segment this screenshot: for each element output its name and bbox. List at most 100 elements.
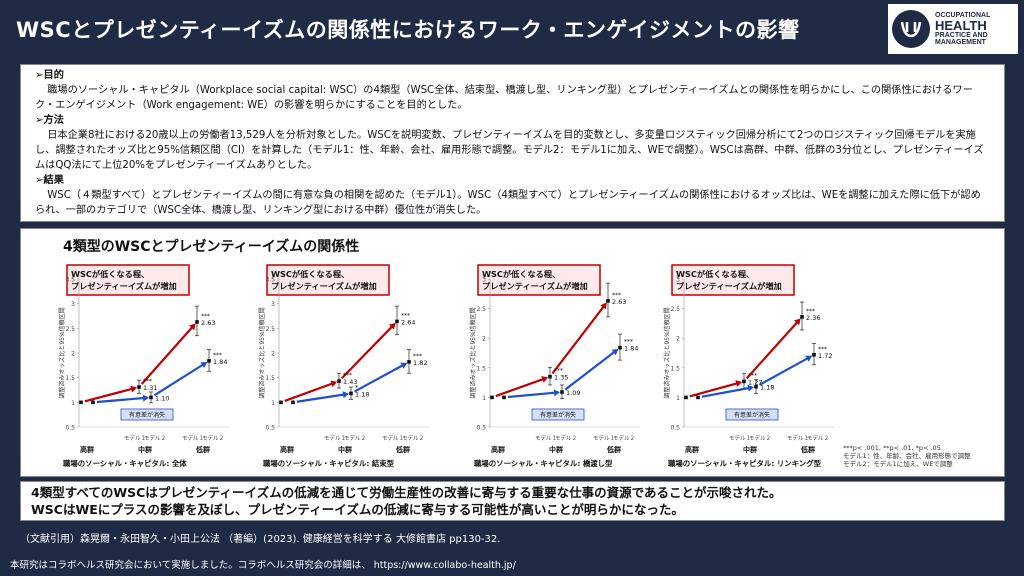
series-arrowhead xyxy=(553,389,561,397)
y-tick-label: 2 xyxy=(482,336,486,343)
y-tick-label: 3.5 xyxy=(65,277,75,284)
data-label: 1.18 xyxy=(760,384,774,392)
significance-mark: *** xyxy=(748,372,757,379)
x-axis-label: 職場のソーシャル・キャピタル: 橋渡し型 xyxy=(474,459,613,468)
y-tick-label: 0.5 xyxy=(65,425,75,432)
conclusion-box: 4類型すべてのWSCはプレゼンティーイズムの低減を通じて労働生産性の改善に寄与す… xyxy=(20,481,1005,521)
x-axis-label: 職場のソーシャル・キャピタル: リンキング型 xyxy=(668,459,822,468)
data-point xyxy=(279,400,283,405)
model-label: モデル１ xyxy=(182,434,204,442)
model-label: モデル２ xyxy=(402,434,424,442)
data-point xyxy=(560,390,564,394)
y-tick-label: 3.5 xyxy=(265,277,275,284)
y-tick-label: 1 xyxy=(676,395,680,402)
callout-text: WSCが低くなる程、 xyxy=(482,269,560,279)
y-axis-label: 調整済みオッズ比と95%信頼区間 xyxy=(258,307,266,398)
category-label: 低群 xyxy=(195,445,210,454)
y-tick-label: 3 xyxy=(482,277,486,284)
series-line-segment xyxy=(340,325,393,380)
charts-title: 4類型のWSCとプレゼンティーイズムの関係性 xyxy=(63,239,360,255)
y-tick-label: 0.5 xyxy=(265,425,275,432)
data-point xyxy=(291,400,295,405)
category-label: 低群 xyxy=(800,445,815,454)
method-text: 日本企業8社における20歳以上の労働者13,529人を分析対象とした。WSCを説… xyxy=(35,130,984,171)
series-arrowhead xyxy=(342,391,350,399)
series-arrowhead xyxy=(611,348,619,356)
callout-box xyxy=(66,264,190,296)
model-label: モデル２ xyxy=(613,434,635,442)
series-arrowhead xyxy=(200,361,208,369)
data-point xyxy=(696,395,700,400)
data-point xyxy=(207,359,211,363)
series-line-segment xyxy=(564,351,616,391)
logo-line4: MANAGEMENT xyxy=(935,39,986,46)
data-point xyxy=(490,395,494,400)
data-point xyxy=(684,395,688,400)
footnote-model2: モデル2：モデル1に加え、WEで調整 xyxy=(843,460,953,468)
data-label: 1.43 xyxy=(343,378,357,386)
model-label: モデル１ xyxy=(382,434,404,442)
series-line-segment xyxy=(153,363,204,397)
model-label: モデル１ xyxy=(124,434,146,442)
series-arrowhead xyxy=(130,385,138,393)
callout-box xyxy=(477,264,601,296)
charts-canvas: WSCが低くなる程、プレゼンティーイズムが増加 0.5 1 1.5 2 2.5 3 3.5 調整… xyxy=(58,264,834,468)
data-point xyxy=(800,315,804,319)
chart-footnote: ***p< .001, **p< .01, *p< .05 モデル1：性、年齢、… xyxy=(843,444,971,468)
series-line-segment xyxy=(353,364,404,393)
callout-box xyxy=(266,264,390,296)
y-axis-label: 調整済みオッズ比と95%信頼区間 xyxy=(58,307,66,398)
significance-mark: *** xyxy=(624,339,633,346)
data-point xyxy=(754,384,758,389)
series-arrowhead xyxy=(805,355,813,362)
logo-line2: HEALTH xyxy=(935,18,987,33)
data-point xyxy=(337,379,341,383)
callout-text: プレゼンティーイズムが増加 xyxy=(271,281,377,291)
model-label: モデル２ xyxy=(344,434,366,442)
ohpm-logo: OCCUPATIONAL HEALTH PRACTICE AND MANAGEM… xyxy=(888,4,1018,54)
y-tick-label: 2.5 xyxy=(670,306,680,313)
data-label: 1.82 xyxy=(413,359,427,367)
category-label: 中群 xyxy=(743,445,757,454)
category-label: 高群 xyxy=(80,445,94,454)
model-label: モデル２ xyxy=(749,434,771,442)
result-text: WSC（４類型すべて）とプレゼンティーイズムの間に有意な負の相関を認めた（モデル… xyxy=(35,190,981,216)
model-label: モデル１ xyxy=(787,434,809,442)
data-point xyxy=(395,319,399,324)
significance-lost-badge xyxy=(725,408,779,421)
data-label: 2.36 xyxy=(806,314,820,322)
y-tick-label: 3 xyxy=(271,301,275,308)
y-tick-label: 1 xyxy=(71,400,75,407)
y-axis-label: 調整済みオッズ比と95%信頼区間 xyxy=(663,307,671,398)
significance-mark: *** xyxy=(413,353,422,360)
callout-text: WSCが低くなる程、 xyxy=(71,269,149,279)
purpose-heading: ➢目的 xyxy=(35,70,64,81)
significance-mark: *** xyxy=(201,313,210,320)
y-tick-label: 3 xyxy=(71,301,75,308)
model-label: モデル１ xyxy=(324,434,346,442)
data-label: 1.27 xyxy=(748,378,762,386)
data-point xyxy=(606,299,610,303)
series-arrowhead xyxy=(747,384,755,392)
logo-line3: PRACTICE AND xyxy=(935,32,988,39)
conclusion-line2: WSCはWEにプラスの影響を及ぼし、プレゼンティーイズムの低減に寄与する可能性が… xyxy=(31,502,684,517)
y-tick-label: 1.5 xyxy=(265,375,275,382)
series-line-segment xyxy=(96,396,145,404)
series-line-segment xyxy=(745,321,799,380)
badge-text: 有意差が消失 xyxy=(734,411,770,419)
category-label: 低群 xyxy=(395,445,410,454)
series-arrowhead xyxy=(541,376,549,383)
series-line-segment xyxy=(284,382,333,402)
y-tick-label: 2 xyxy=(271,351,275,358)
credit-text: 本研究はコラボヘルス研究会において実施しました。コラボヘルス研究会の詳細は、 h… xyxy=(10,560,516,571)
y-axis-label: 調整済みオッズ比と95%信頼区間 xyxy=(469,307,477,398)
charts-panel: 4類型のWSCとプレゼンティーイズムの関係性 WSCが低くなる程、プレゼンティー… xyxy=(20,228,1005,477)
series-line-segment xyxy=(495,377,544,398)
series-arrowhead xyxy=(189,323,196,331)
model-label: モデル２ xyxy=(807,434,829,442)
data-label: 2.63 xyxy=(201,319,215,327)
significance-mark: *** xyxy=(818,346,827,353)
data-label: 2.64 xyxy=(401,318,415,326)
page-title: WSCとプレゼンティーイズムの関係性におけるワーク・エンゲイジメントの影響 xyxy=(16,18,800,42)
category-label: 中群 xyxy=(549,445,563,454)
